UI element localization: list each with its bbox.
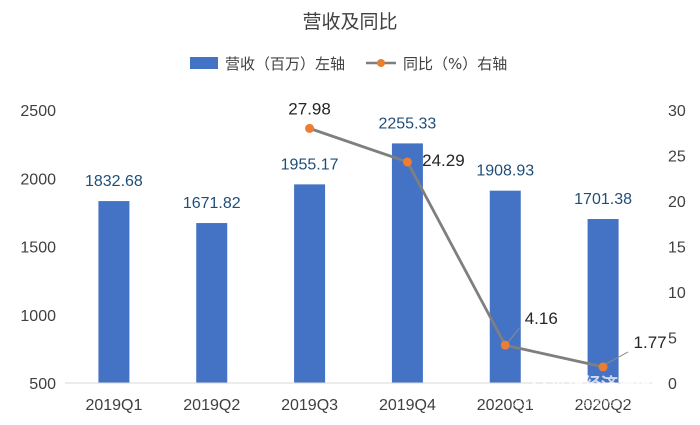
line-value-label: 27.98 <box>288 99 331 118</box>
line-value-label: 1.77 <box>634 333 667 352</box>
category-labels: 2019Q1 2019Q2 2019Q3 2019Q4 2020Q1 2020Q2 <box>85 397 631 414</box>
bar-value-label: 1832.68 <box>85 173 143 190</box>
line-point-2019Q3 <box>305 123 315 133</box>
category-label: 2019Q3 <box>281 397 338 414</box>
line-point-2020Q1 <box>500 340 510 350</box>
watermark-main: 21世纪经济报道 <box>526 374 652 395</box>
category-label: 2020Q2 <box>575 397 632 414</box>
line-value-label: 24.29 <box>422 151 465 170</box>
bar-2020Q2 <box>587 219 619 383</box>
line-point-2020Q2 <box>598 362 608 372</box>
bar-2019Q2 <box>196 223 228 383</box>
category-label: 2020Q1 <box>477 397 534 414</box>
right-tick-label: 30 <box>668 103 686 120</box>
left-tick-label: 500 <box>29 376 56 393</box>
watermark-sub: 21ST CENTURY BUSINESS HERALD <box>511 398 667 408</box>
bar-value-label: 1701.38 <box>574 191 632 208</box>
right-tick-label: 15 <box>668 240 686 257</box>
left-tick-label: 1500 <box>20 240 56 257</box>
legend-line-label: 同比（%）右轴 <box>403 55 507 73</box>
right-tick-label: 25 <box>668 149 686 166</box>
left-tick-label: 2500 <box>20 103 56 120</box>
right-tick-label: 5 <box>668 331 677 348</box>
left-tick-label: 2000 <box>20 171 56 188</box>
leader-line <box>507 327 520 343</box>
bar-value-label: 1908.93 <box>476 163 534 180</box>
bar-value-label: 1671.82 <box>183 195 241 212</box>
right-axis: 0 5 10 15 20 25 30 <box>668 103 686 393</box>
legend-line-marker <box>377 59 385 67</box>
bar-value-label: 1955.17 <box>281 156 339 173</box>
watermark: 21世纪经济报道 21ST CENTURY BUSINESS HERALD <box>511 374 667 408</box>
chart-title: 营收及同比 <box>302 11 397 33</box>
bar-2019Q1 <box>98 201 130 383</box>
line-series <box>305 123 608 372</box>
category-label: 2019Q2 <box>183 397 240 414</box>
bar-2020Q1 <box>489 190 521 383</box>
legend-bar-swatch <box>190 57 218 69</box>
right-tick-label: 10 <box>668 285 686 302</box>
legend-bar-label: 营收（百万）左轴 <box>225 55 345 73</box>
bar-labels: 1832.68 1671.82 1955.17 2255.33 1908.93 1701.… <box>85 115 632 212</box>
bar-value-label: 2255.33 <box>378 115 436 132</box>
left-axis: 500 1000 1500 2000 2500 <box>20 103 56 393</box>
line-labels: 27.98 24.29 4.16 1.77 <box>288 99 667 365</box>
category-label: 2019Q1 <box>85 397 142 414</box>
bar-2019Q3 <box>294 184 326 383</box>
bar-series <box>98 143 619 383</box>
line-path <box>309 127 604 369</box>
line-point-2019Q4 <box>402 157 412 167</box>
line-value-label: 4.16 <box>525 309 558 328</box>
legend: 营收（百万）左轴 同比（%）右轴 <box>190 55 507 73</box>
category-label: 2019Q4 <box>379 397 436 414</box>
leader-line <box>605 351 629 365</box>
left-tick-label: 1000 <box>20 308 56 325</box>
right-tick-label: 0 <box>668 376 677 393</box>
right-tick-label: 20 <box>668 194 686 211</box>
